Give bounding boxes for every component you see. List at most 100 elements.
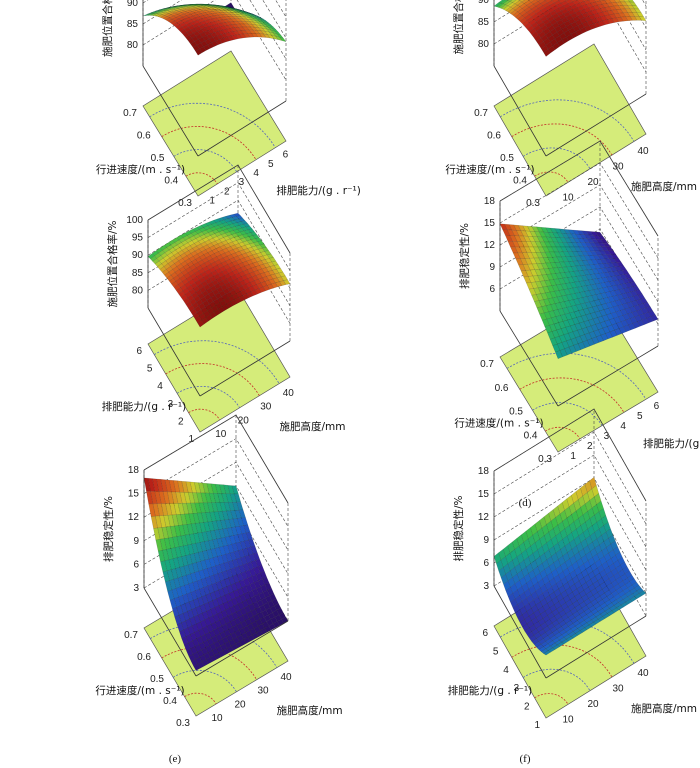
surface-cell [542, 257, 551, 264]
surface-cell [568, 345, 577, 354]
surface-cell [548, 267, 556, 275]
surface-cell [611, 17, 619, 23]
contour-floor [142, 50, 287, 197]
surface-cell [588, 622, 597, 628]
surface-cell [576, 0, 585, 4]
z-axis-label: 施肥位置合格率/% [101, 0, 114, 57]
surface-cell [195, 315, 202, 324]
surface-cell [539, 535, 547, 547]
surface-cell [545, 291, 553, 299]
surface-cell [545, 41, 553, 50]
surface-cell [578, 532, 586, 543]
surface-cell [579, 27, 588, 34]
surface-cell [184, 601, 192, 612]
surface-cell [245, 584, 253, 593]
surface-cell [209, 276, 217, 283]
y-tick-label: 40 [638, 668, 650, 679]
surface-cell [220, 643, 228, 651]
surface-cell [175, 278, 183, 285]
surface-cell [205, 530, 213, 541]
surface-cell [540, 7, 548, 14]
surface-cell [573, 535, 582, 547]
surface-cell [202, 482, 210, 494]
surface-cell [555, 565, 564, 576]
surface-cell [569, 555, 577, 566]
y-tick-label: 40 [281, 672, 293, 683]
surface-cell [585, 284, 594, 291]
z-tick-label: 80 [132, 285, 144, 296]
z-tick-label: 15 [128, 489, 140, 500]
surface-cell [522, 252, 530, 259]
surface-cell [517, 15, 525, 22]
surface-cell [505, 235, 513, 242]
surface-cell [576, 557, 584, 568]
surface-cell [208, 615, 216, 625]
contour-line [545, 426, 581, 440]
surface-cell [257, 565, 265, 574]
surface-plot-e: 0.3 0.4 0.5 0.6 0.7 10 20 30 40 3 6 9 12 15 18 行进速度/(m … [95, 414, 343, 765]
x-axis-label: 行进速度/(m . s⁻¹) [95, 684, 184, 697]
surface-cell [196, 243, 204, 250]
surface-cell [178, 545, 186, 557]
surface-cell [208, 291, 216, 298]
surface-cell [239, 230, 247, 236]
z-tick-label: 6 [133, 559, 139, 570]
surface-cell [531, 263, 540, 270]
surface-cell [615, 275, 623, 281]
surface-cell [583, 246, 591, 252]
surface-cell [194, 571, 202, 582]
axis-line-x [143, 587, 197, 677]
surface-cell [604, 281, 612, 288]
surface-cell [244, 605, 252, 614]
surface-cell [240, 571, 248, 580]
surface-cell [226, 246, 234, 252]
surface-cell [609, 258, 617, 264]
surface-cell [200, 560, 208, 571]
panel-caption: (f) [520, 753, 531, 765]
surface-cell [166, 548, 174, 560]
surface-cell [216, 611, 224, 621]
surface-cell [197, 319, 205, 328]
surface-cell [563, 288, 571, 296]
surface-cell [528, 275, 536, 283]
surface-cell [184, 281, 192, 289]
x-axis-label: 排肥能力/(g . r⁻¹) [102, 400, 186, 413]
surface-cell [218, 528, 226, 539]
surface-cell [530, 542, 538, 554]
x-tick-label: 0.6 [495, 383, 509, 394]
surface-cell [237, 601, 245, 611]
x-tick-label: 0.7 [474, 108, 488, 119]
surface-cell [208, 493, 216, 503]
surface-cell [212, 538, 220, 549]
x-tick-label: 0.4 [164, 176, 178, 187]
surface-cell [567, 229, 576, 235]
surface-cell [238, 615, 246, 624]
surface-cell [507, 8, 516, 14]
surface-cell [543, 650, 551, 656]
x-tick-label: 6 [482, 628, 488, 639]
x-tick-label: 0.3 [176, 718, 190, 729]
z-tick-label: 18 [478, 466, 490, 477]
surface-cell [516, 570, 525, 581]
surface-cell [169, 598, 177, 610]
surface-cell [537, 578, 545, 589]
surface-cell [574, 580, 582, 590]
surface-cell [499, 223, 508, 230]
surface-cell [213, 573, 221, 583]
surface-cell [636, 319, 645, 327]
surface-cell [227, 262, 235, 269]
surface-cell [557, 342, 565, 351]
surface-cell [517, 0, 521, 1]
surface-cell [546, 539, 554, 551]
z-tick-label: 12 [478, 512, 490, 523]
z-tick-label: 90 [127, 0, 139, 9]
surface-cell [544, 595, 552, 604]
surface-cell [506, 229, 515, 236]
y-tick-label: 30 [260, 402, 272, 413]
wall-gridline [493, 431, 647, 525]
surface-cell [553, 251, 562, 258]
surface-cell [172, 557, 180, 569]
axis-line-y [557, 345, 659, 407]
surface-cell [166, 244, 174, 251]
